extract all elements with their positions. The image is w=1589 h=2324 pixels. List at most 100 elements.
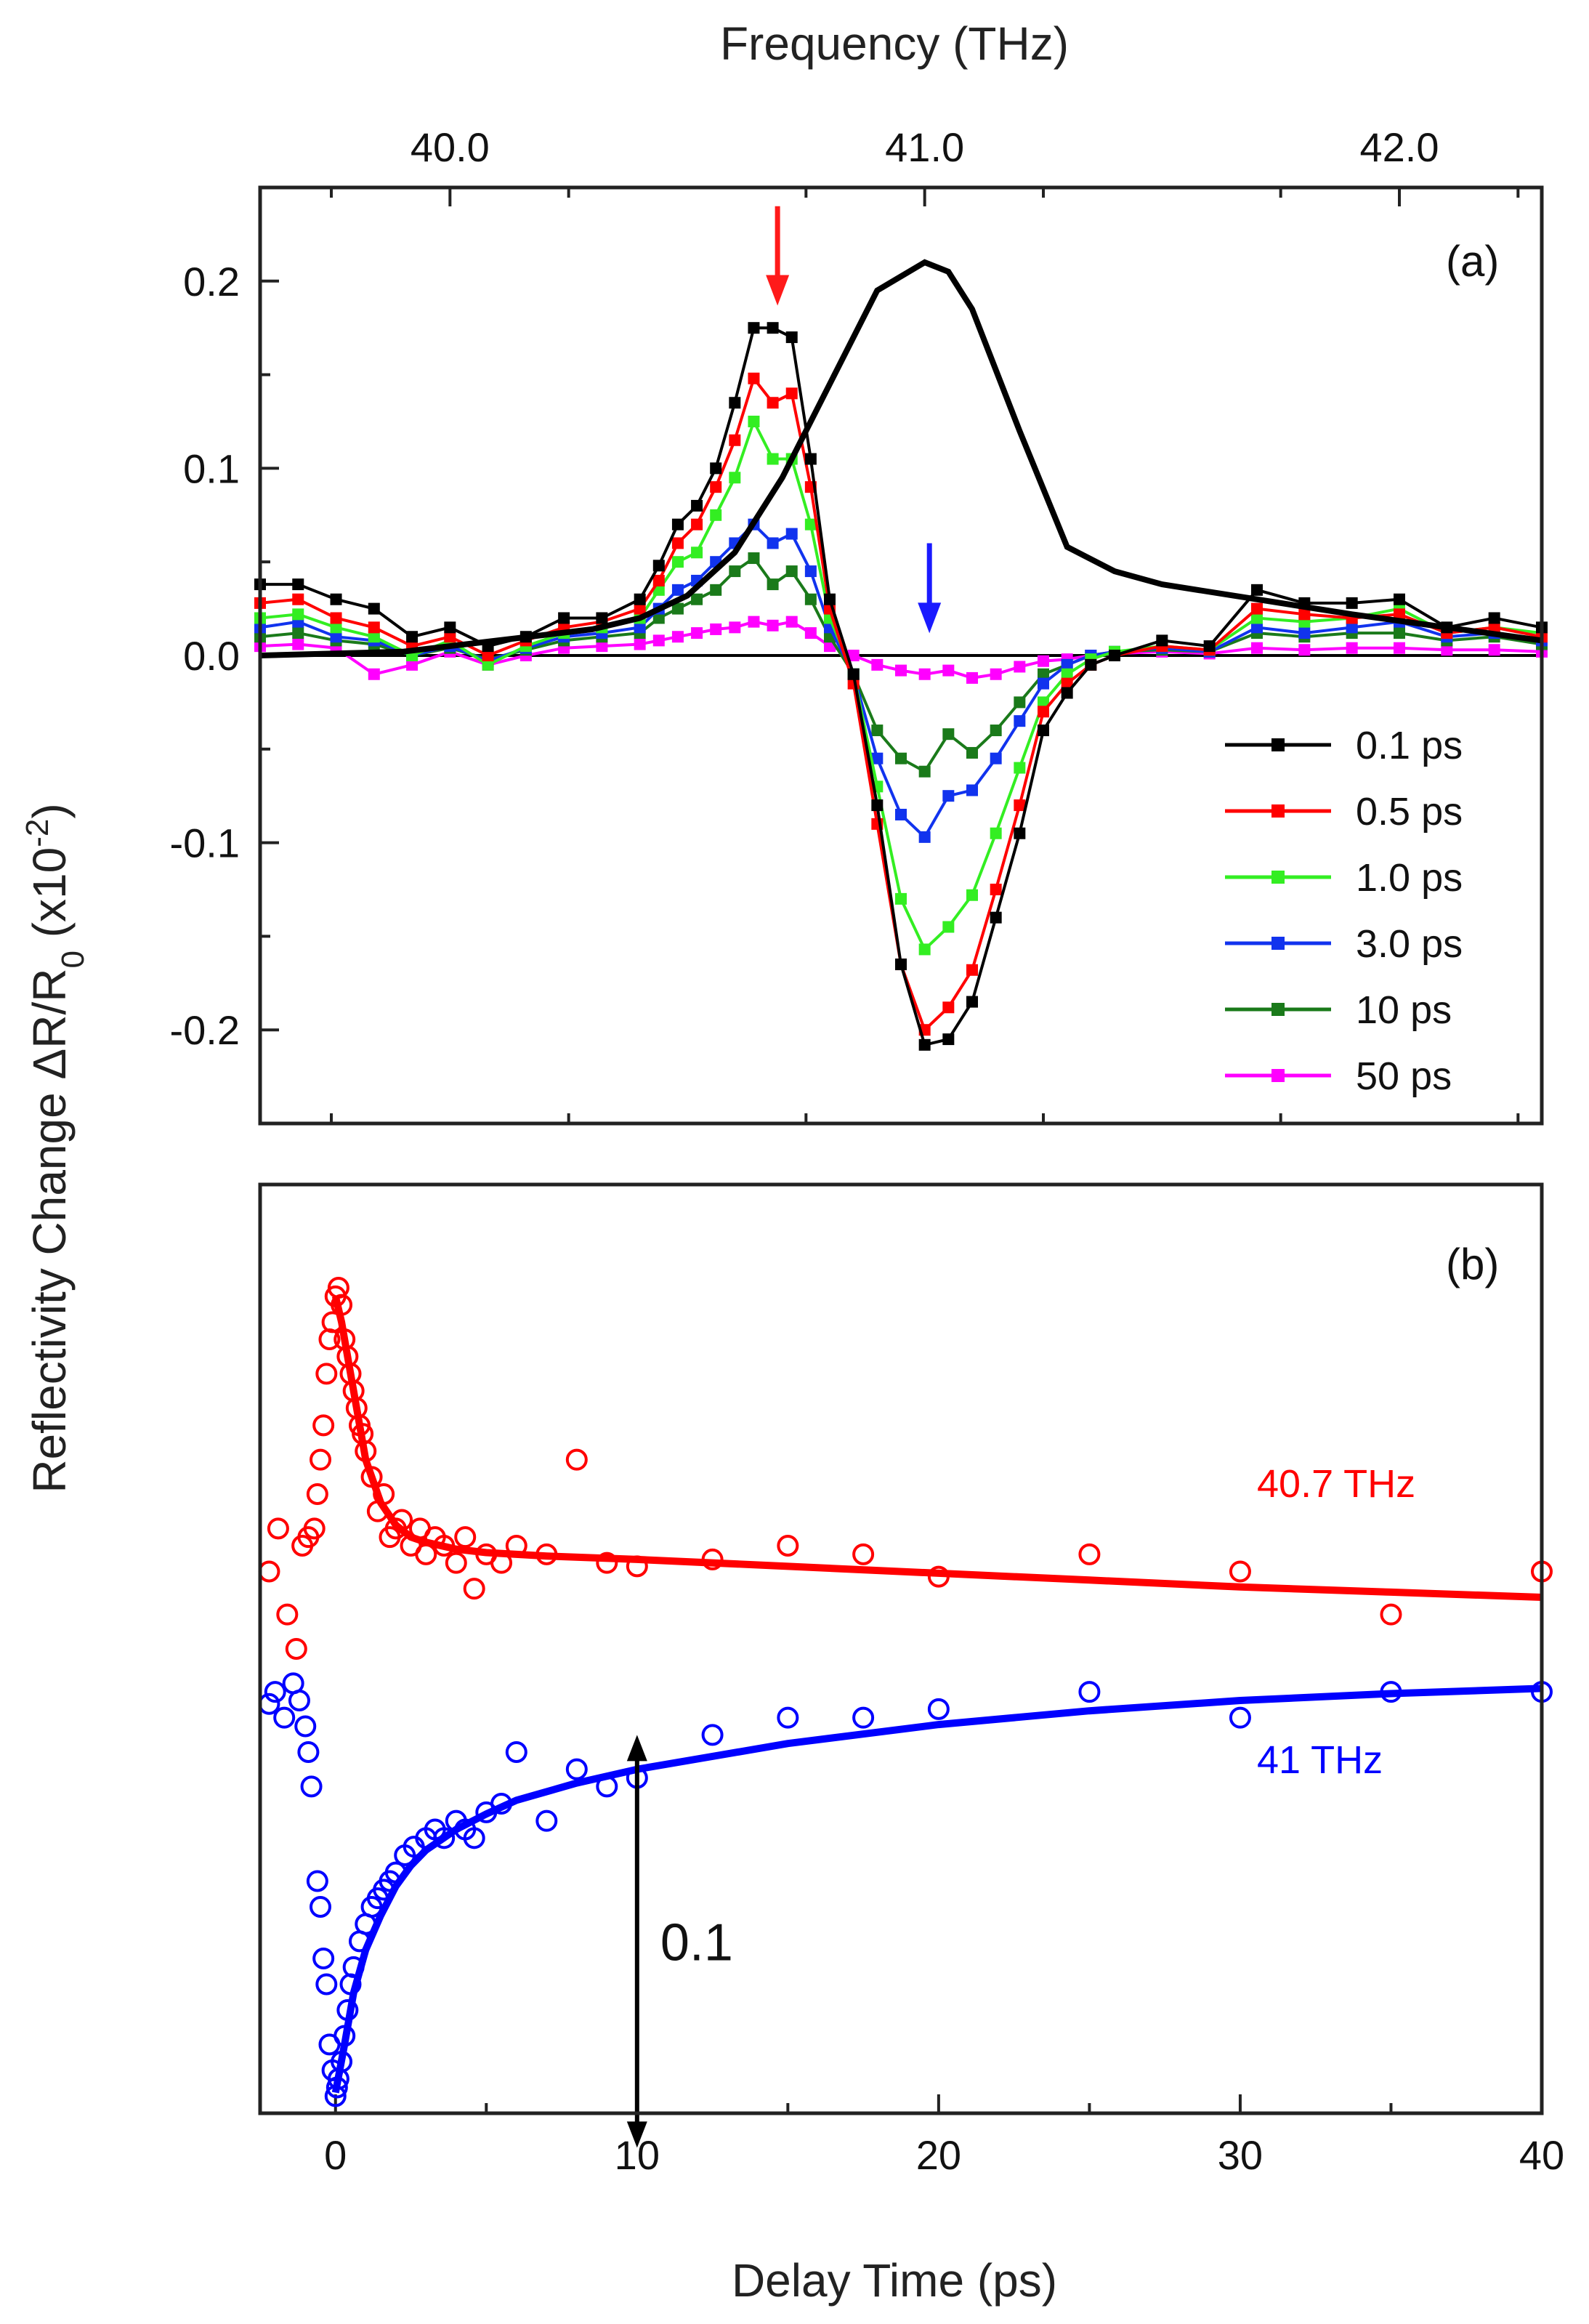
series-marker bbox=[785, 616, 798, 628]
data-point bbox=[360, 1466, 383, 1488]
series-marker bbox=[671, 518, 684, 530]
data-point bbox=[315, 1973, 338, 1996]
series-marker bbox=[804, 518, 817, 530]
legend-entry-10-ps: 10 ps bbox=[1225, 988, 1452, 1032]
top-x-tick-label: 41.0 bbox=[885, 124, 964, 170]
series-marker bbox=[634, 638, 646, 650]
series-marker bbox=[1109, 650, 1120, 661]
series-marker bbox=[871, 658, 884, 671]
series-marker bbox=[330, 593, 342, 605]
data-point bbox=[310, 1896, 332, 1918]
series-marker bbox=[895, 752, 907, 764]
data-point bbox=[331, 2051, 353, 2073]
series-marker bbox=[292, 578, 304, 591]
series-marker bbox=[671, 556, 684, 568]
panel-b-ticks: 0 10 20 30 40 bbox=[324, 2094, 1564, 2178]
data-point bbox=[1229, 1560, 1251, 1583]
series-marker bbox=[710, 623, 722, 635]
series-marker bbox=[634, 602, 646, 615]
series-marker bbox=[1014, 715, 1026, 727]
series-line bbox=[259, 375, 1542, 1033]
panel-a-series bbox=[254, 322, 1548, 1051]
series-marker bbox=[652, 560, 665, 572]
data-point bbox=[852, 1543, 875, 1565]
series-label-40-7-thz: 40.7 THz bbox=[1257, 1462, 1415, 1506]
series-marker bbox=[710, 584, 722, 596]
series-line bbox=[260, 326, 1542, 1047]
series-marker bbox=[748, 552, 760, 565]
series-marker bbox=[990, 911, 1002, 924]
series-marker bbox=[990, 668, 1002, 680]
data-point bbox=[285, 1638, 307, 1660]
series-marker bbox=[691, 546, 703, 559]
series-marker bbox=[895, 959, 907, 971]
series-marker bbox=[1038, 696, 1049, 709]
series-marker bbox=[966, 889, 978, 901]
y-tick-label: -0.1 bbox=[170, 820, 240, 866]
series-marker bbox=[804, 627, 817, 639]
series-marker bbox=[1346, 597, 1358, 609]
y-tick-label: 0.0 bbox=[183, 633, 240, 679]
series-marker bbox=[1061, 658, 1073, 671]
data-point bbox=[505, 1741, 527, 1763]
series-marker bbox=[671, 631, 684, 643]
series-marker bbox=[444, 631, 456, 643]
data-point bbox=[300, 1775, 323, 1798]
data-point bbox=[1229, 1706, 1251, 1729]
scale-bar-arrow-down bbox=[626, 2121, 647, 2148]
series-marker bbox=[1038, 655, 1049, 667]
series-marker bbox=[691, 499, 703, 512]
series-marker bbox=[1251, 621, 1263, 634]
series-marker bbox=[966, 784, 978, 796]
data-point bbox=[306, 1483, 328, 1505]
series-marker bbox=[871, 799, 884, 812]
data-point bbox=[264, 1681, 286, 1703]
series-marker bbox=[691, 627, 703, 639]
series-line bbox=[259, 417, 1542, 952]
data-point bbox=[433, 1535, 456, 1557]
series-marker bbox=[368, 602, 380, 615]
series-marker bbox=[652, 634, 665, 647]
legend-label: 50 ps bbox=[1356, 1054, 1452, 1098]
data-point bbox=[321, 1311, 344, 1334]
series-marker bbox=[1038, 706, 1049, 718]
scale-bar-arrow-up bbox=[626, 1735, 647, 1762]
series-marker bbox=[671, 584, 684, 596]
x-tick-label: 20 bbox=[916, 2132, 961, 2178]
data-point bbox=[777, 1706, 799, 1729]
data-point bbox=[565, 1758, 588, 1780]
data-point bbox=[331, 1294, 353, 1316]
data-point bbox=[355, 1440, 377, 1462]
series-marker bbox=[918, 943, 931, 956]
series-marker bbox=[847, 650, 860, 661]
series-marker bbox=[1488, 612, 1500, 624]
series-marker bbox=[368, 631, 380, 643]
data-point bbox=[336, 1999, 359, 2021]
data-point bbox=[310, 1448, 332, 1471]
series-1-0-ps bbox=[254, 416, 1548, 956]
data-point bbox=[596, 1775, 618, 1798]
data-point bbox=[701, 1724, 724, 1746]
data-point bbox=[505, 1535, 527, 1557]
series-marker bbox=[1441, 644, 1453, 656]
top-x-tick-label: 42.0 bbox=[1360, 124, 1439, 170]
data-point bbox=[294, 1715, 317, 1738]
series-marker bbox=[1061, 668, 1073, 680]
series-marker bbox=[1014, 696, 1026, 709]
series-marker bbox=[1203, 640, 1216, 653]
series-marker bbox=[748, 416, 760, 427]
data-point bbox=[1078, 1543, 1101, 1565]
series-marker bbox=[918, 765, 931, 778]
data-point bbox=[433, 1827, 456, 1849]
series-marker bbox=[748, 372, 760, 384]
series-marker bbox=[652, 574, 665, 586]
arrow-head bbox=[766, 275, 790, 306]
series-marker bbox=[990, 884, 1002, 895]
y-tick-label: 0.1 bbox=[183, 445, 240, 491]
data-point bbox=[596, 1552, 618, 1574]
series-marker bbox=[1251, 602, 1263, 615]
series-marker bbox=[710, 462, 722, 475]
x-tick-label: 0 bbox=[324, 2132, 347, 2178]
series-marker bbox=[785, 565, 798, 578]
data-point bbox=[373, 1483, 395, 1505]
